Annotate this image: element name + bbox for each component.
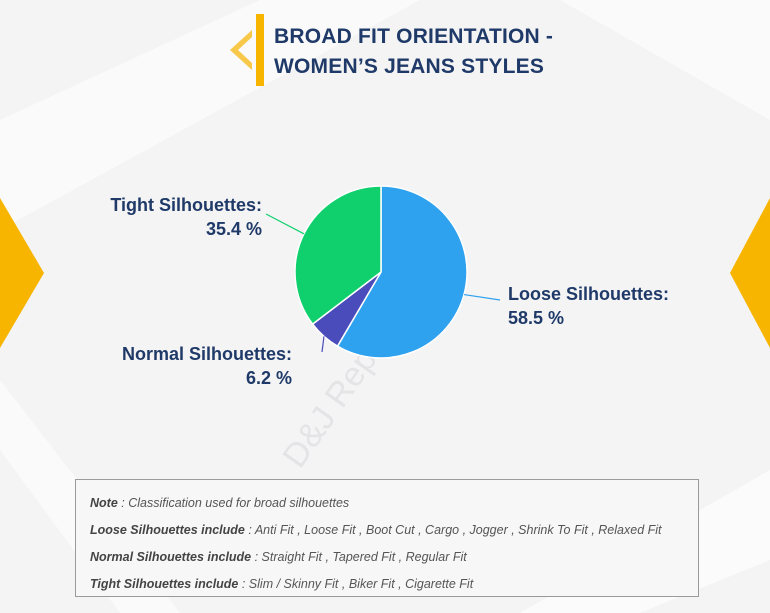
title-accent-bar bbox=[256, 14, 264, 86]
note-text: : Classification used for broad silhouet… bbox=[117, 496, 350, 510]
note-line: Tight Silhouettes include : Slim / Skinn… bbox=[90, 571, 698, 598]
right-accent-triangle bbox=[730, 198, 770, 348]
title-line-2: WOMEN’S JEANS STYLES bbox=[274, 55, 545, 78]
note-line: Loose Silhouettes include : Anti Fit , L… bbox=[90, 517, 698, 544]
note-line: Note : Classification used for broad sil… bbox=[90, 490, 698, 517]
note-key: Note bbox=[90, 496, 118, 510]
pie-slice-loose-silhouettes bbox=[336, 185, 468, 359]
left-accent-triangle bbox=[0, 198, 44, 348]
chevron-left-icon bbox=[230, 30, 252, 70]
slice-value-tight: 35.4 % bbox=[206, 219, 262, 239]
chart-title: BROAD FIT ORIENTATION - WOMEN’S JEANS ST… bbox=[228, 12, 588, 88]
slice-value-normal: 6.2 % bbox=[246, 368, 292, 388]
note-key: Loose Silhouettes include bbox=[90, 523, 245, 537]
pie-slice-tight-silhouettes bbox=[294, 185, 382, 326]
note-key: Normal Silhouettes include bbox=[90, 550, 252, 564]
slice-value-loose: 58.5 % bbox=[508, 308, 564, 328]
leader-line bbox=[321, 336, 325, 353]
leader-lines bbox=[265, 213, 501, 353]
leader-line bbox=[265, 213, 305, 235]
pie-slices bbox=[294, 185, 468, 359]
slice-label-tight: Tight Silhouettes: 35.4 % bbox=[110, 195, 262, 239]
leader-line bbox=[463, 293, 501, 301]
slice-name-tight: Tight Silhouettes: bbox=[110, 195, 262, 215]
title-line-1: BROAD FIT ORIENTATION - bbox=[274, 25, 554, 48]
note-box: Note : Classification used for broad sil… bbox=[75, 479, 699, 597]
note-text: : Straight Fit , Tapered Fit , Regular F… bbox=[251, 550, 467, 564]
title-text: BROAD FIT ORIENTATION - WOMEN’S JEANS ST… bbox=[274, 22, 553, 82]
note-text: : Anti Fit , Loose Fit , Boot Cut , Carg… bbox=[244, 523, 662, 537]
note-line: Normal Silhouettes include : Straight Fi… bbox=[90, 544, 698, 571]
slice-label-loose: Loose Silhouettes: 58.5 % bbox=[508, 284, 669, 328]
note-text: : Slim / Skinny Fit , Biker Fit , Cigare… bbox=[238, 577, 474, 591]
slice-name-normal: Normal Silhouettes: bbox=[122, 344, 292, 364]
note-key: Tight Silhouettes include bbox=[90, 577, 239, 591]
slice-name-loose: Loose Silhouettes: bbox=[508, 284, 669, 304]
slice-label-normal: Normal Silhouettes: 6.2 % bbox=[122, 344, 292, 388]
pie-chart: D&J Reports Loose Silhouettes: 58.5 % No… bbox=[110, 185, 669, 470]
